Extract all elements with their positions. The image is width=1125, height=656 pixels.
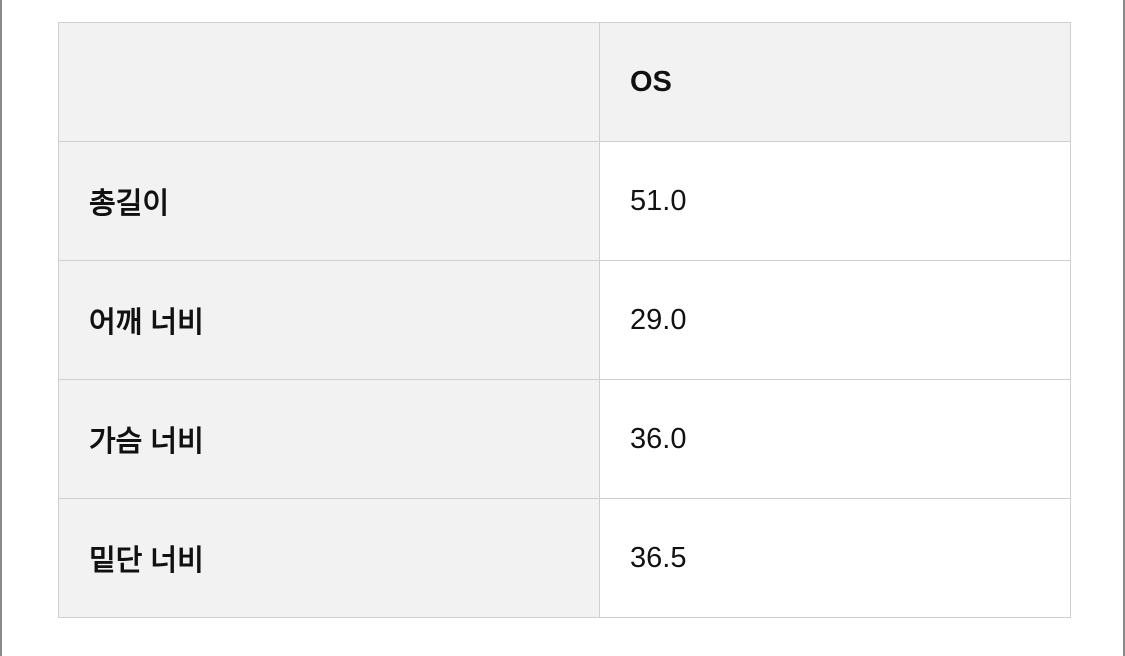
table-row: 어깨 너비 29.0 — [58, 260, 1071, 380]
row-label: 총길이 — [58, 141, 600, 261]
row-value: 51.0 — [599, 141, 1071, 261]
row-value: 36.0 — [599, 379, 1071, 499]
table-row: 가슴 너비 36.0 — [58, 379, 1071, 499]
row-value: 36.5 — [599, 498, 1071, 618]
row-label: 밑단 너비 — [58, 498, 600, 618]
header-size-os: OS — [599, 22, 1071, 142]
table-row: 총길이 51.0 — [58, 141, 1071, 261]
header-empty-cell — [58, 22, 600, 142]
row-label: 어깨 너비 — [58, 260, 600, 380]
table-row: 밑단 너비 36.5 — [58, 498, 1071, 618]
size-table: OS 총길이 51.0 어깨 너비 29.0 가슴 너비 36.0 밑단 너비 … — [58, 22, 1071, 618]
row-label: 가슴 너비 — [58, 379, 600, 499]
row-value: 29.0 — [599, 260, 1071, 380]
table-header-row: OS — [58, 22, 1071, 142]
